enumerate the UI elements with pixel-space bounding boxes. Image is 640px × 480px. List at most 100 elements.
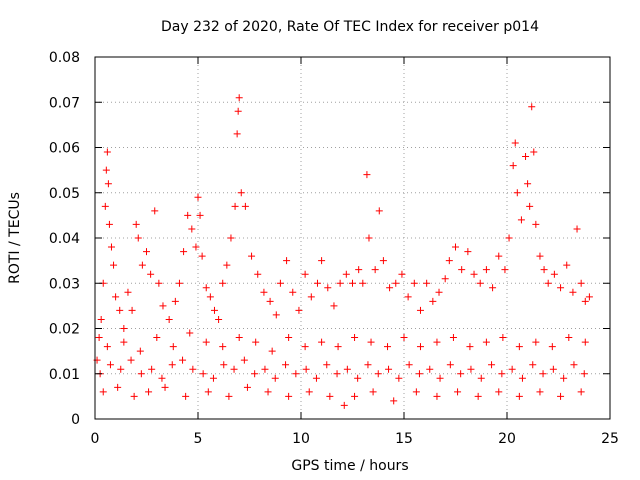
- x-tick-label: 10: [292, 431, 310, 447]
- data-point: [457, 370, 465, 378]
- data-point: [153, 334, 161, 342]
- data-point: [180, 248, 188, 256]
- data-point: [272, 311, 280, 319]
- data-point: [271, 374, 279, 382]
- data-point: [143, 248, 150, 256]
- data-point: [225, 392, 233, 400]
- data-point: [374, 370, 382, 378]
- data-point: [147, 270, 155, 278]
- data-point: [128, 306, 136, 314]
- y-tick-label: 0.02: [49, 322, 80, 338]
- data-point: [495, 388, 503, 396]
- data-point: [199, 370, 207, 378]
- data-point: [219, 343, 227, 351]
- data-point: [557, 284, 565, 292]
- data-point: [476, 279, 484, 287]
- y-tick-label: 0.01: [49, 367, 80, 383]
- data-point: [488, 361, 496, 369]
- data-point: [367, 338, 375, 346]
- data-point: [528, 103, 536, 111]
- data-point: [517, 216, 525, 224]
- data-point: [161, 383, 169, 391]
- data-point: [220, 361, 228, 369]
- data-point: [223, 261, 231, 269]
- data-point: [264, 388, 272, 396]
- data-point: [416, 306, 424, 314]
- data-point: [182, 392, 190, 400]
- y-tick-label: 0.04: [49, 231, 80, 247]
- data-point: [369, 388, 377, 396]
- data-point: [326, 392, 334, 400]
- data-point: [137, 370, 145, 378]
- data-point: [313, 279, 321, 287]
- data-point: [557, 392, 565, 400]
- data-point: [536, 252, 544, 260]
- data-point: [416, 343, 424, 351]
- data-point: [240, 356, 248, 364]
- data-point: [398, 270, 406, 278]
- data-point: [395, 374, 403, 382]
- data-point: [390, 397, 398, 405]
- data-point: [449, 334, 457, 342]
- data-point: [194, 193, 202, 201]
- data-point: [351, 334, 359, 342]
- data-point: [532, 338, 540, 346]
- data-point: [577, 388, 585, 396]
- y-axis-label: ROTI / TECUs: [7, 192, 23, 284]
- data-point: [112, 293, 120, 301]
- data-point: [573, 225, 581, 233]
- data-point: [452, 243, 459, 251]
- data-point: [498, 370, 506, 378]
- data-point: [509, 162, 517, 170]
- data-point: [171, 297, 179, 305]
- data-point: [295, 306, 303, 314]
- data-point: [412, 388, 420, 396]
- data-point: [151, 207, 159, 215]
- x-axis-label: GPS time / hours: [291, 458, 408, 474]
- data-point: [334, 343, 342, 351]
- data-point: [301, 270, 309, 278]
- data-point: [116, 306, 124, 314]
- data-point: [219, 279, 227, 287]
- data-point: [301, 343, 309, 351]
- data-point: [433, 338, 441, 346]
- data-point: [539, 370, 547, 378]
- data-point: [340, 401, 348, 409]
- data-point: [95, 334, 103, 342]
- data-point: [206, 293, 214, 301]
- data-point: [252, 338, 260, 346]
- data-point: [243, 383, 251, 391]
- x-tick-label: 20: [498, 431, 516, 447]
- data-point: [530, 148, 538, 156]
- data-point: [433, 392, 441, 400]
- chart-title: Day 232 of 2020, Rate Of TEC Index for r…: [161, 19, 539, 35]
- data-point: [285, 392, 293, 400]
- data-point: [307, 293, 315, 301]
- data-point: [581, 297, 589, 305]
- data-point: [371, 266, 379, 274]
- data-point: [189, 365, 197, 373]
- data-point: [529, 361, 537, 369]
- data-point: [532, 220, 540, 228]
- data-point: [132, 220, 140, 228]
- data-point: [138, 261, 146, 269]
- data-point: [364, 361, 372, 369]
- data-point: [415, 370, 423, 378]
- data-point: [103, 148, 111, 156]
- data-point: [515, 392, 523, 400]
- data-point: [495, 252, 503, 260]
- data-point: [511, 139, 519, 147]
- data-point: [445, 257, 453, 265]
- data-point: [580, 370, 588, 378]
- data-point: [474, 392, 482, 400]
- data-point: [540, 266, 548, 274]
- data-point: [458, 266, 466, 274]
- data-point: [513, 189, 521, 197]
- data-point: [384, 343, 392, 351]
- data-point: [446, 361, 454, 369]
- data-point: [354, 374, 362, 382]
- data-point: [410, 279, 418, 287]
- data-point: [130, 392, 138, 400]
- data-point: [104, 180, 112, 188]
